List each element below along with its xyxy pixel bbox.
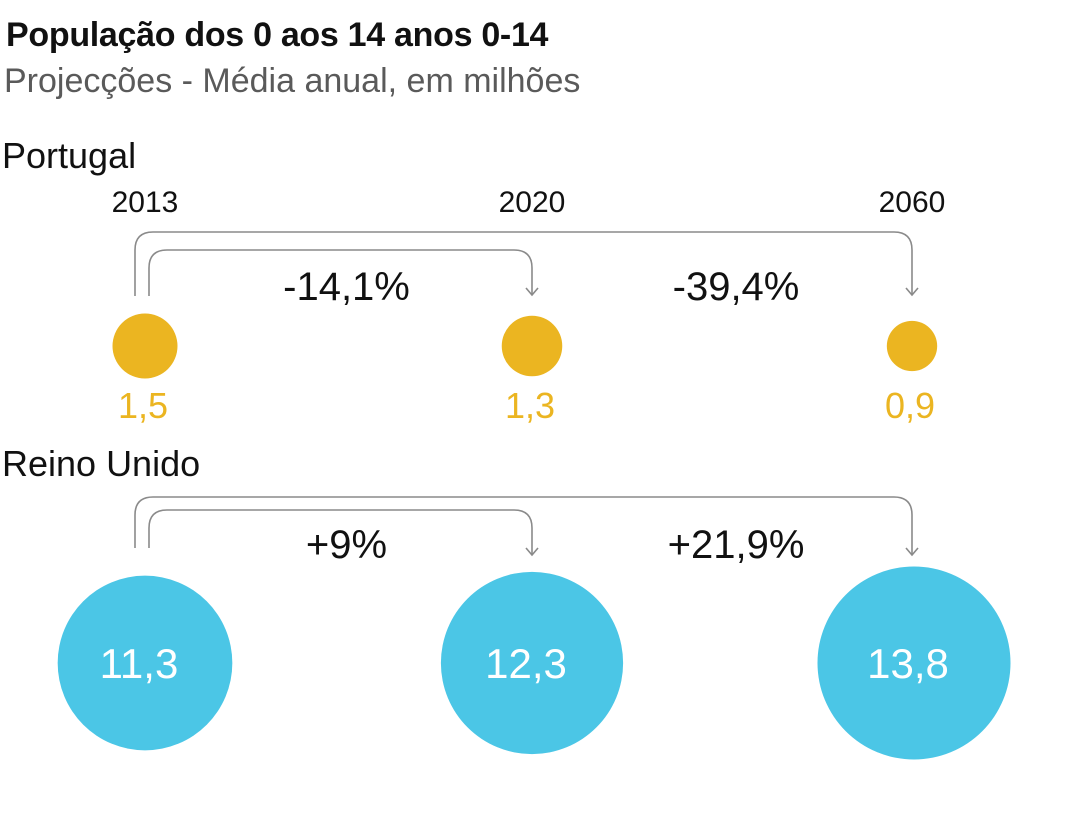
value-label: 1,3	[505, 385, 555, 426]
year-label: 2060	[879, 186, 946, 219]
change-label: +21,9%	[668, 523, 805, 567]
value-label: 11,3	[100, 640, 179, 687]
bubble	[57, 575, 233, 751]
change-arrow	[148, 509, 533, 554]
bubble	[817, 566, 1011, 760]
bubble	[440, 571, 624, 755]
year-label: 2020	[499, 186, 566, 219]
bubble	[112, 313, 178, 379]
value-label: 1,5	[118, 385, 168, 426]
change-arrow	[148, 249, 533, 296]
arrow-head-icon	[905, 287, 919, 297]
change-arrow	[134, 231, 913, 296]
bubble	[886, 320, 938, 372]
value-label: 12,3	[485, 640, 567, 687]
reino-unido-label: Reino Unido	[2, 443, 200, 484]
arrow-head-icon	[525, 547, 539, 557]
value-label: 0,9	[885, 385, 935, 426]
portugal-label: Portugal	[2, 135, 136, 176]
value-label: 13,8	[867, 640, 949, 687]
chart-subtitle: Projecções - Média anual, em milhões	[4, 62, 581, 100]
arrow-head-icon	[525, 287, 539, 297]
bubble	[501, 315, 563, 377]
year-label: 2013	[112, 186, 179, 219]
change-arrow	[134, 496, 913, 554]
chart-title: População dos 0 aos 14 anos 0-14	[6, 16, 549, 54]
change-label: +9%	[306, 523, 387, 567]
change-label: -39,4%	[673, 265, 800, 309]
change-label: -14,1%	[283, 265, 410, 309]
arrow-head-icon	[905, 547, 919, 557]
